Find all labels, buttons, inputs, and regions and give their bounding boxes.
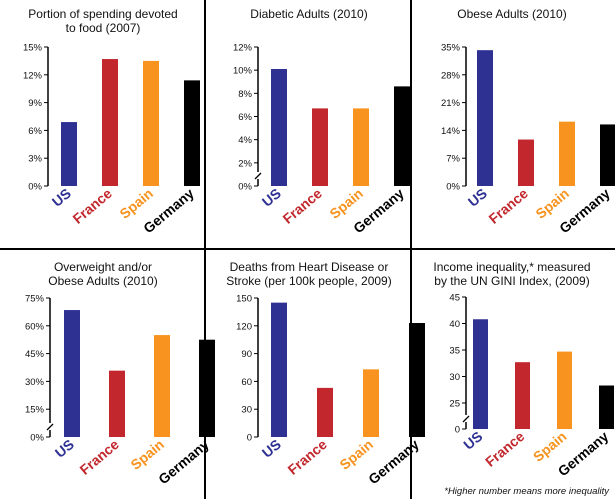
chart-3-bar-spain (559, 121, 575, 186)
chart-4-title-line-2: Obese Adults (2010) (48, 274, 157, 288)
chart-1-tick-label-1: 3% (28, 154, 42, 165)
chart-1-bar-france (102, 59, 118, 187)
chart-3-category-label-us: US (465, 185, 490, 210)
chart-2-tick-label-2: 4% (238, 135, 252, 146)
chart-6-axis-break (462, 415, 470, 423)
chart-4-axis-break (46, 423, 54, 431)
chart-5-bar-us (271, 302, 287, 437)
chart-2-axis-break (254, 172, 262, 180)
chart-4-bar-germany (199, 339, 215, 437)
chart-1-bar-germany (184, 80, 200, 186)
chart-2-tick-label-0: 0% (238, 182, 252, 193)
chart-5-bar-france (317, 387, 333, 437)
chart-3: Obese Adults (2010) 0% 7% 14% 21% 28% 35% USFra… (441, 7, 615, 236)
chart-5-tick-label-4: 120 (236, 321, 252, 332)
chart-2-title-line-1: Diabetic Adults (2010) (250, 7, 367, 21)
chart-1-bar-us (61, 122, 77, 186)
chart-2-bar-france (312, 108, 328, 186)
chart-6-bar-us (473, 319, 488, 429)
chart-6-bar-france (515, 362, 530, 429)
chart-5-category-label-spain: Spain (336, 436, 375, 473)
chart-2: Diabetic Adults (2010) 0% 2% 4% 6% 8% 10% 12% US… (233, 7, 410, 236)
chart-4-tick-label-5: 75% (25, 294, 45, 305)
chart-6-title-line-1: Income inequality,* measured (433, 260, 590, 274)
chart-5-tick-label-3: 90 (241, 349, 252, 360)
chart-3-tick-label-2: 14% (441, 126, 461, 137)
chart-4-tick-label-0: 0% (30, 433, 44, 444)
chart-5-bar-germany (409, 323, 425, 437)
chart-4-title-line-1: Overweight and/or (54, 260, 152, 274)
chart-2-bar-germany (394, 86, 410, 186)
chart-1-tick-label-2: 6% (28, 126, 42, 137)
chart-6-bar-germany (599, 385, 614, 429)
chart-5-category-label-us: US (259, 436, 284, 461)
chart-3-bar-france (518, 139, 534, 186)
chart-4-bar-france (109, 370, 125, 437)
chart-2-tick-label-4: 8% (238, 89, 252, 100)
chart-4-tick-label-1: 15% (25, 405, 45, 416)
chart-6-title-line-2: by the UN GINI Index, (2009) (434, 274, 589, 288)
chart-6-tick-label-2: 30 (449, 372, 460, 383)
chart-4-category-label-spain: Spain (127, 436, 166, 473)
chart-2-tick-label-5: 10% (233, 66, 253, 77)
chart-4-tick-label-3: 45% (25, 349, 45, 360)
chart-1-bar-spain (143, 60, 159, 186)
chart-1-tick-label-4: 12% (23, 70, 43, 81)
chart-4-bar-us (64, 310, 80, 437)
chart-2-tick-label-6: 12% (233, 43, 253, 54)
chart-1-title-line-2: to food (2007) (66, 21, 141, 35)
chart-3-title-line-1: Obese Adults (2010) (457, 7, 566, 21)
chart-6-tick-label-0: 0 (455, 425, 460, 436)
chart-3-category-label-france: France (485, 185, 531, 227)
chart-2-category-label-us: US (259, 185, 284, 210)
chart-2-tick-label-1: 2% (238, 158, 252, 169)
chart-4-category-label-germany: Germany (155, 436, 212, 487)
chart-3-tick-label-4: 28% (441, 70, 461, 81)
chart-1-category-label-us: US (49, 185, 74, 210)
chart-3-tick-label-1: 7% (446, 154, 460, 165)
chart-4-category-label-us: US (52, 436, 77, 461)
chart-6-tick-label-1: 25 (449, 399, 460, 410)
chart-6-bar-spain (557, 351, 572, 429)
chart-3-bar-germany (600, 124, 615, 186)
chart-6-category-label-us: US (460, 428, 485, 453)
chart-5-title-line-1: Deaths from Heart Disease or (230, 260, 389, 274)
chart-5-tick-label-5: 150 (236, 294, 252, 305)
chart-5-tick-label-0: 0 (247, 433, 252, 444)
chart-5-bar-spain (363, 369, 379, 437)
chart-2-category-label-france: France (279, 185, 325, 227)
chart-2-bar-us (271, 69, 287, 186)
chart-6-tick-label-3: 35 (449, 346, 460, 357)
chart-6-category-label-france: France (482, 428, 528, 470)
chart-1-tick-label-0: 0% (28, 182, 42, 193)
chart-4-bar-spain (154, 335, 170, 437)
chart-4-tick-label-2: 30% (25, 377, 45, 388)
chart-6-tick-label-5: 45 (449, 293, 460, 304)
chart-3-tick-label-5: 35% (441, 43, 461, 54)
chart-6-tick-label-4: 40 (449, 319, 460, 330)
chart-1-tick-label-3: 9% (28, 98, 42, 109)
chart-3-tick-label-0: 0% (446, 182, 460, 193)
chart-3-tick-label-3: 21% (441, 98, 461, 109)
chart-3-bar-us (477, 50, 493, 187)
chart-4-tick-label-4: 60% (25, 321, 45, 332)
chart-5-category-label-france: France (284, 436, 330, 478)
chart-5-category-label-germany: Germany (365, 436, 422, 487)
chart-1-category-label-france: France (69, 185, 115, 227)
chart-1-title-line-1: Portion of spending devoted (28, 7, 177, 21)
chart-2-bar-spain (353, 108, 369, 186)
chart-5-title-line-2: Stroke (per 100k people, 2009) (226, 274, 391, 288)
chart-4-category-label-france: France (76, 436, 122, 478)
chart-5-tick-label-2: 60 (241, 377, 252, 388)
chart-5-tick-label-1: 30 (241, 405, 252, 416)
chart-1-tick-label-5: 15% (23, 43, 43, 54)
footnote: *Higher number means more inequality (444, 486, 610, 497)
chart-2-tick-label-3: 6% (238, 112, 252, 123)
